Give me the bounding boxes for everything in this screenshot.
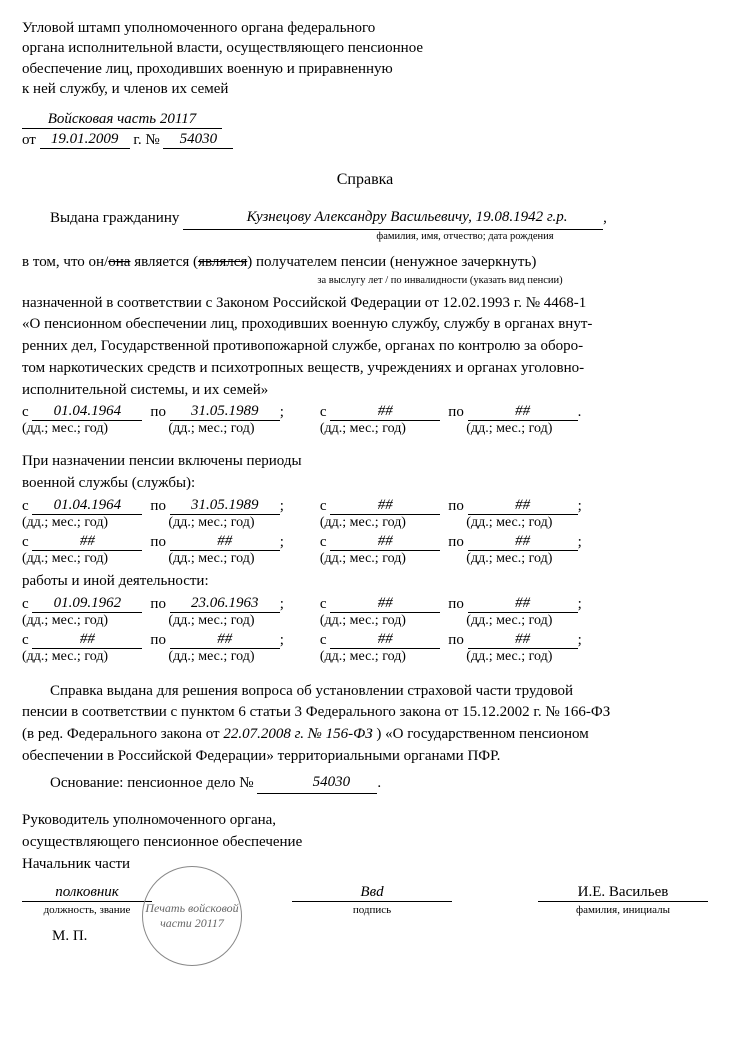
signature-row: полковник должность, звание Bвd подпись … — [22, 882, 708, 916]
date-to: 31.05.1989 — [170, 403, 280, 421]
date-from: ## — [330, 403, 440, 421]
strike-yav: являлся — [198, 254, 247, 270]
header-line: органа исполнительной власти, осуществля… — [22, 38, 708, 58]
ref-date: 19.01.2009 — [40, 131, 130, 149]
issued-label: Выдана гражданину — [50, 210, 179, 226]
citizen-hint: фамилия, имя, отчество; дата рождения — [222, 231, 708, 243]
ref-number: 54030 — [163, 131, 233, 149]
g-label: г. — [133, 132, 141, 148]
no-label: № — [145, 132, 159, 148]
mil-period-row: с 01.04.1964(дд.; мес.; год) по 31.05.19… — [22, 497, 708, 531]
recipient-line: в том, что он/она является (являлся) пол… — [22, 252, 708, 274]
basis-number: 54030 — [257, 772, 377, 795]
header-line: обеспечение лиц, проходивших военную и п… — [22, 59, 708, 79]
signer-name: И.Е. Васильев — [538, 882, 708, 902]
unit-line: Войсковая часть 20117 — [22, 111, 708, 129]
from-label: от — [22, 132, 36, 148]
document-page: Угловой штамп уполномоченного органа фед… — [0, 0, 730, 963]
signature-field: Bвd — [292, 882, 452, 902]
doc-title: Справка — [22, 171, 708, 189]
rank-field: полковник — [22, 882, 152, 902]
work-period-row: с 01.09.1962(дд.; мес.; год) по 23.06.19… — [22, 595, 708, 629]
pension-type-hint: за выслугу лет / по инвалидности (указат… — [172, 275, 708, 287]
basis-line: Основание: пенсионное дело № 54030. — [22, 772, 708, 795]
issued-line: Выдана гражданину Кузнецову Александру В… — [22, 207, 708, 230]
corner-stamp-text: Угловой штамп уполномоченного органа фед… — [22, 18, 708, 99]
law-text: назначенной в соответствии с Законом Рос… — [22, 293, 708, 402]
header-line: к ней службу, и членов их семей — [22, 79, 708, 99]
mil-period-row: с ##(дд.; мес.; год) по ##;(дд.; мес.; г… — [22, 533, 708, 567]
citizen-name: Кузнецову Александру Васильевичу, 19.08.… — [183, 207, 603, 230]
date-to: ## — [468, 403, 578, 421]
periods-title: При назначении пенсии включены периоды в… — [22, 451, 708, 495]
unit-name: Войсковая часть 20117 — [22, 111, 222, 129]
work-title: работы и иной деятельности: — [22, 571, 708, 593]
seal-stamp: Печать войсковой части 20117 — [142, 866, 242, 966]
signer-block: Руководитель уполномоченного органа, осу… — [22, 810, 708, 875]
dates-main-row: с 01.04.1964 (дд.; мес.; год) по 31.05.1… — [22, 403, 708, 437]
ref-line: от 19.01.2009 г. № 54030 — [22, 131, 708, 149]
date-from: 01.04.1964 — [32, 403, 142, 421]
work-period-row: с ##(дд.; мес.; год) по ##;(дд.; мес.; г… — [22, 631, 708, 665]
footer-para: Справка выдана для решения вопроса об ус… — [22, 681, 708, 768]
strike-ona: она — [108, 254, 130, 270]
header-line: Угловой штамп уполномоченного органа фед… — [22, 18, 708, 38]
